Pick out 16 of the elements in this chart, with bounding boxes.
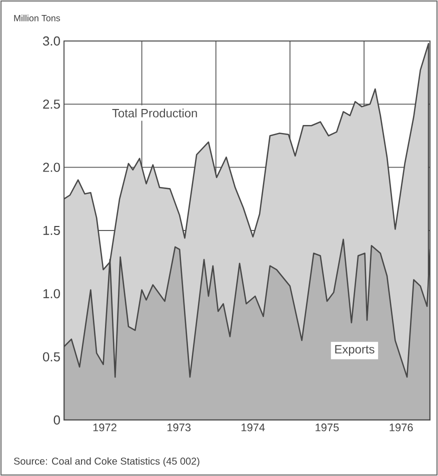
x-tick-label: 1974 <box>242 424 265 432</box>
y-tick-label: 0.5 <box>42 352 60 362</box>
y-axis-title: Million Tons <box>14 14 60 22</box>
y-tick-label: 1.0 <box>43 289 60 298</box>
y-tick-label: 0 <box>54 415 60 425</box>
y-tick-label: 1.5 <box>43 226 60 236</box>
x-tick-label: 1975 <box>316 424 339 432</box>
y-tick-label: 2.0 <box>43 162 60 172</box>
x-tick-label: 1972 <box>93 424 116 432</box>
series-label: Exports <box>335 345 374 356</box>
source-note: Source: Coal and Coke Statistics (45 002) <box>14 457 200 467</box>
x-tick-label: 1976 <box>390 424 413 432</box>
y-tick-label: 3.0 <box>42 36 60 46</box>
text: Total Production <box>112 108 197 118</box>
x-tick-label: 1973 <box>167 424 191 432</box>
y-tick-label: 2.5 <box>43 100 60 109</box>
